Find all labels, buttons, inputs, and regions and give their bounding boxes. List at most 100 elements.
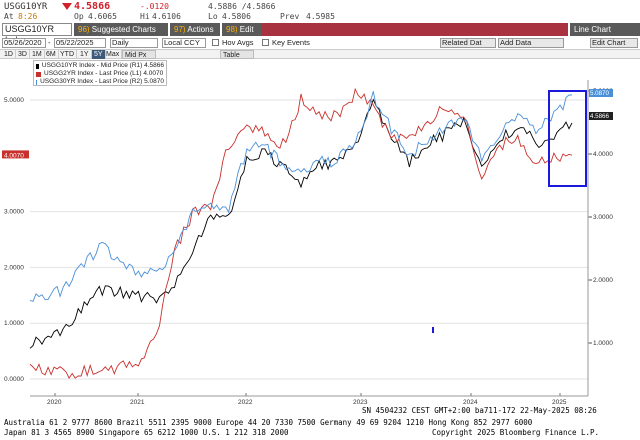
right-value-flag-label: 4.5866: [590, 113, 609, 120]
legend-label-2y: USGG2YR Index - Last Price (L1): [44, 70, 142, 77]
footer-line1: Australia 61 2 9777 8600 Brazil 5511 239…: [4, 418, 533, 427]
left-tick-label: 2.0000: [4, 264, 24, 271]
left-tick-label: 5.0000: [4, 97, 24, 104]
x-tick-label: 2024: [463, 399, 478, 404]
actions-label: Actions: [187, 25, 214, 34]
series-line: [29, 87, 573, 379]
x-tick-label: 2025: [552, 399, 567, 404]
bid-ask: 4.5886 /4.5866: [208, 2, 276, 11]
legend-label-10y: USGG10YR Index - Mid Price (R1): [41, 62, 143, 69]
hov-avgs-checkbox[interactable]: [212, 39, 219, 46]
legend-value-10y: 4.5866: [144, 62, 164, 69]
suggested-charts-label: Suggested Charts: [91, 25, 156, 34]
price-change: -.0120: [140, 2, 169, 11]
prev-value: 4.5985: [306, 12, 335, 21]
right-tick-label: 3.0000: [593, 214, 613, 221]
legend-swatch-30y: [36, 79, 38, 85]
key-events-checkbox[interactable]: [262, 39, 269, 46]
price-type-select[interactable]: Mid Px: [122, 50, 156, 59]
suggested-charts-num: 96): [78, 25, 90, 34]
function-bar: USGG10YR Index 96) Suggested Charts 97) …: [0, 23, 640, 45]
period-6m[interactable]: 6M: [44, 50, 59, 59]
low-value: 4.5806: [222, 12, 251, 21]
period-row: 1D 3D 1M 6M YTD 1Y 5Y Max Mid Px Table: [0, 49, 640, 59]
related-data-button[interactable]: Related Dat: [440, 38, 496, 48]
legend-value-2y: 4.0070: [143, 70, 164, 77]
edit-num: 98): [226, 25, 238, 34]
legend-swatch-2y: [36, 71, 41, 77]
event-marker: [432, 327, 434, 333]
start-date-field[interactable]: 05/26/2020: [2, 38, 46, 48]
right-tick-label: 4.0000: [593, 151, 613, 158]
left-tick-label: 4.0070: [4, 152, 24, 159]
period-1m[interactable]: 1M: [30, 50, 45, 59]
footer-copyright: Copyright 2025 Bloomberg Finance L.P.: [432, 428, 600, 437]
right-value-flag-label: 5.0870: [590, 90, 609, 97]
chart-legend: USGG10YR Index - Mid Price (R1) 4.5866 U…: [33, 60, 167, 86]
footer: SN 4504232 CEST GMT+2:00 ba711-172 22-Ma…: [0, 403, 640, 440]
legend-value-30y: 5.0870: [144, 78, 164, 85]
prev-label: Prev: [280, 12, 300, 21]
series-line: [29, 98, 573, 349]
end-date-field[interactable]: 05/22/2025: [54, 38, 106, 48]
chart-svg: 5.00004.00703.00002.00001.00000.00005.00…: [2, 80, 613, 406]
legend-row-10y: USGG10YR Index - Mid Price (R1) 4.5866: [36, 62, 164, 70]
currency-select[interactable]: Local CCY: [162, 38, 206, 48]
right-tick-label: 1.0000: [593, 340, 613, 347]
period-ytd[interactable]: YTD: [58, 50, 77, 59]
ticker-label: USGG10YR: [4, 2, 48, 12]
open-value: 4.6065: [88, 12, 117, 21]
actions-button[interactable]: 97) Actions: [170, 23, 220, 36]
left-tick-label: 0.0000: [4, 376, 24, 383]
low-label: Lo: [208, 12, 218, 21]
highlight-box: [548, 90, 587, 187]
series-line: [29, 91, 572, 302]
line-chart-button[interactable]: Line Chart: [570, 23, 640, 36]
actions-num: 97): [174, 25, 186, 34]
footer-line2-left: Japan 81 3 4565 8900 Singapore 65 6212 1…: [4, 428, 289, 437]
x-tick-label: 2023: [353, 399, 368, 404]
chart-series: [29, 87, 573, 379]
period-max[interactable]: Max: [104, 50, 123, 59]
date-separator: -: [48, 38, 51, 47]
header-strip: [262, 23, 568, 36]
frequency-select[interactable]: Daily: [110, 38, 158, 48]
edit-label: Edit: [239, 25, 254, 34]
legend-swatch-10y: [36, 63, 39, 69]
quote-bar: USGG10YR 4.5866 -.0120 4.5886 /4.5866 At…: [0, 0, 640, 22]
right-value-flag: [589, 112, 613, 120]
chart-grid: [30, 99, 588, 380]
price-chart[interactable]: 5.00004.00703.00002.00001.00000.00005.00…: [0, 60, 640, 406]
at-label: At: [4, 12, 14, 21]
legend-row-2y: USGG2YR Index - Last Price (L1) 4.0070: [36, 70, 164, 78]
right-value-flag: [589, 89, 613, 97]
left-tick-label: 1.0000: [4, 320, 24, 327]
period-3d[interactable]: 3D: [16, 50, 30, 59]
hov-avgs-label: Hov Avgs: [222, 38, 254, 47]
controls-row: 05/26/2020 - 05/22/2025 Daily Local CCY …: [0, 38, 640, 49]
right-tick-label: 2.0000: [593, 277, 613, 284]
x-tick-label: 2021: [130, 399, 145, 404]
key-events-label: Key Events: [272, 38, 310, 47]
add-data-field[interactable]: Add Data: [498, 38, 564, 48]
last-price: 4.5866: [74, 1, 111, 12]
down-arrow-icon: [62, 3, 72, 10]
x-tick-label: 2022: [238, 399, 253, 404]
legend-row-30y: USGG30YR Index - Last Price (R2) 5.0870: [36, 78, 164, 86]
security-input[interactable]: USGG10YR Index: [2, 23, 72, 45]
left-tick-label: 3.0000: [4, 209, 24, 216]
legend-label-30y: USGG30YR Index - Last Price (R2): [40, 78, 143, 85]
period-1d[interactable]: 1D: [2, 50, 16, 59]
high-value: 4.6106: [152, 12, 181, 21]
edit-chart-button[interactable]: Edit Chart: [590, 38, 638, 48]
table-button[interactable]: Table: [220, 50, 254, 59]
period-1y[interactable]: 1Y: [78, 50, 92, 59]
x-tick-label: 2020: [47, 399, 62, 404]
left-value-flag: [2, 150, 29, 159]
edit-button[interactable]: 98) Edit: [222, 23, 262, 36]
suggested-charts-button[interactable]: 96) Suggested Charts: [74, 23, 168, 36]
high-label: Hi: [140, 12, 150, 21]
open-label: Op: [74, 12, 84, 21]
period-5y[interactable]: 5Y: [92, 50, 106, 59]
quote-time: 8:26: [18, 12, 38, 21]
